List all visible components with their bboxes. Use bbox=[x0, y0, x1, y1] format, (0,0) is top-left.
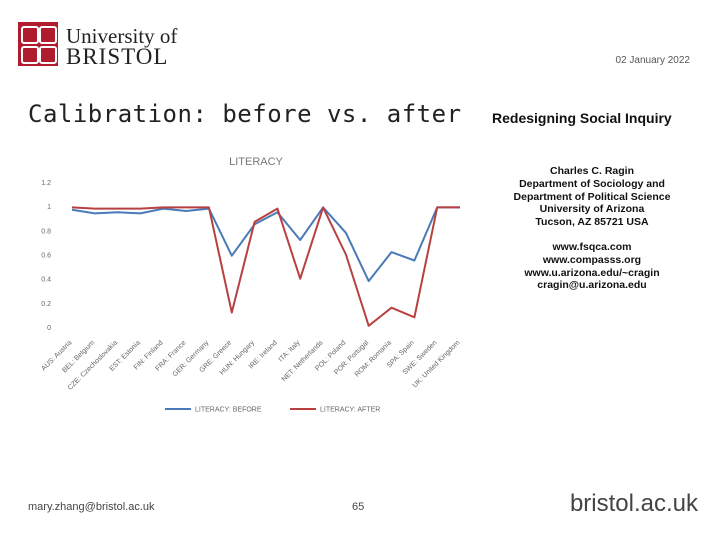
logo-line1: University of bbox=[66, 24, 178, 48]
y-tick-label: 1.2 bbox=[41, 180, 51, 187]
crest-icon bbox=[18, 22, 58, 66]
legend-label: LITERACY: AFTER bbox=[320, 407, 380, 414]
slide-title: Calibration: before vs. after bbox=[28, 100, 462, 128]
footer-email[interactable]: mary.zhang@bristol.ac.uk bbox=[28, 501, 155, 513]
website-arizona[interactable]: www.u.arizona.edu/~cragin bbox=[524, 266, 660, 279]
contact-email[interactable]: cragin@u.arizona.edu bbox=[537, 279, 647, 292]
series-line-before bbox=[71, 206, 460, 283]
website-fsqca[interactable]: www.fsqca.com bbox=[552, 240, 632, 253]
department-political-science: Department of Political Science bbox=[513, 190, 671, 203]
page-number: 65 bbox=[352, 501, 365, 513]
address: Tucson, AZ 85721 USA bbox=[535, 216, 649, 229]
legend-label: LITERACY: BEFORE bbox=[195, 407, 262, 414]
y-tick-label: 0.6 bbox=[41, 253, 51, 260]
footer-brand[interactable]: bristol.ac.uk bbox=[569, 490, 698, 517]
y-tick-label: 1 bbox=[47, 204, 51, 211]
logo-line2: BRISTOL bbox=[66, 44, 169, 69]
website-compasss[interactable]: www.compasss.org bbox=[542, 253, 642, 266]
university-logo[interactable]: University of BRISTOL bbox=[18, 20, 178, 70]
series-line-after bbox=[71, 206, 460, 327]
literacy-chart: LITERACY 00.20.40.60.811.2 AUS: AustriaB… bbox=[40, 156, 462, 414]
y-tick-label: 0.8 bbox=[41, 228, 51, 235]
slide-date: 02 January 2022 bbox=[615, 55, 690, 66]
author-name: Charles C. Ragin bbox=[549, 165, 635, 177]
chart-title: LITERACY bbox=[229, 156, 283, 168]
y-tick-label: 0.4 bbox=[41, 277, 51, 284]
contact-block: Charles C. Ragin Department of Sociology… bbox=[492, 165, 692, 292]
x-tick-label: UK: United Kingdom bbox=[412, 339, 462, 389]
y-tick-label: 0 bbox=[47, 325, 51, 332]
x-tick-label: NET: Netherlands bbox=[281, 339, 325, 383]
book-title: Redesigning Social Inquiry bbox=[492, 110, 672, 126]
y-tick-label: 0.2 bbox=[41, 301, 51, 308]
university-name: University of Arizona bbox=[539, 203, 645, 216]
department-sociology: Department of Sociology and bbox=[519, 177, 665, 190]
